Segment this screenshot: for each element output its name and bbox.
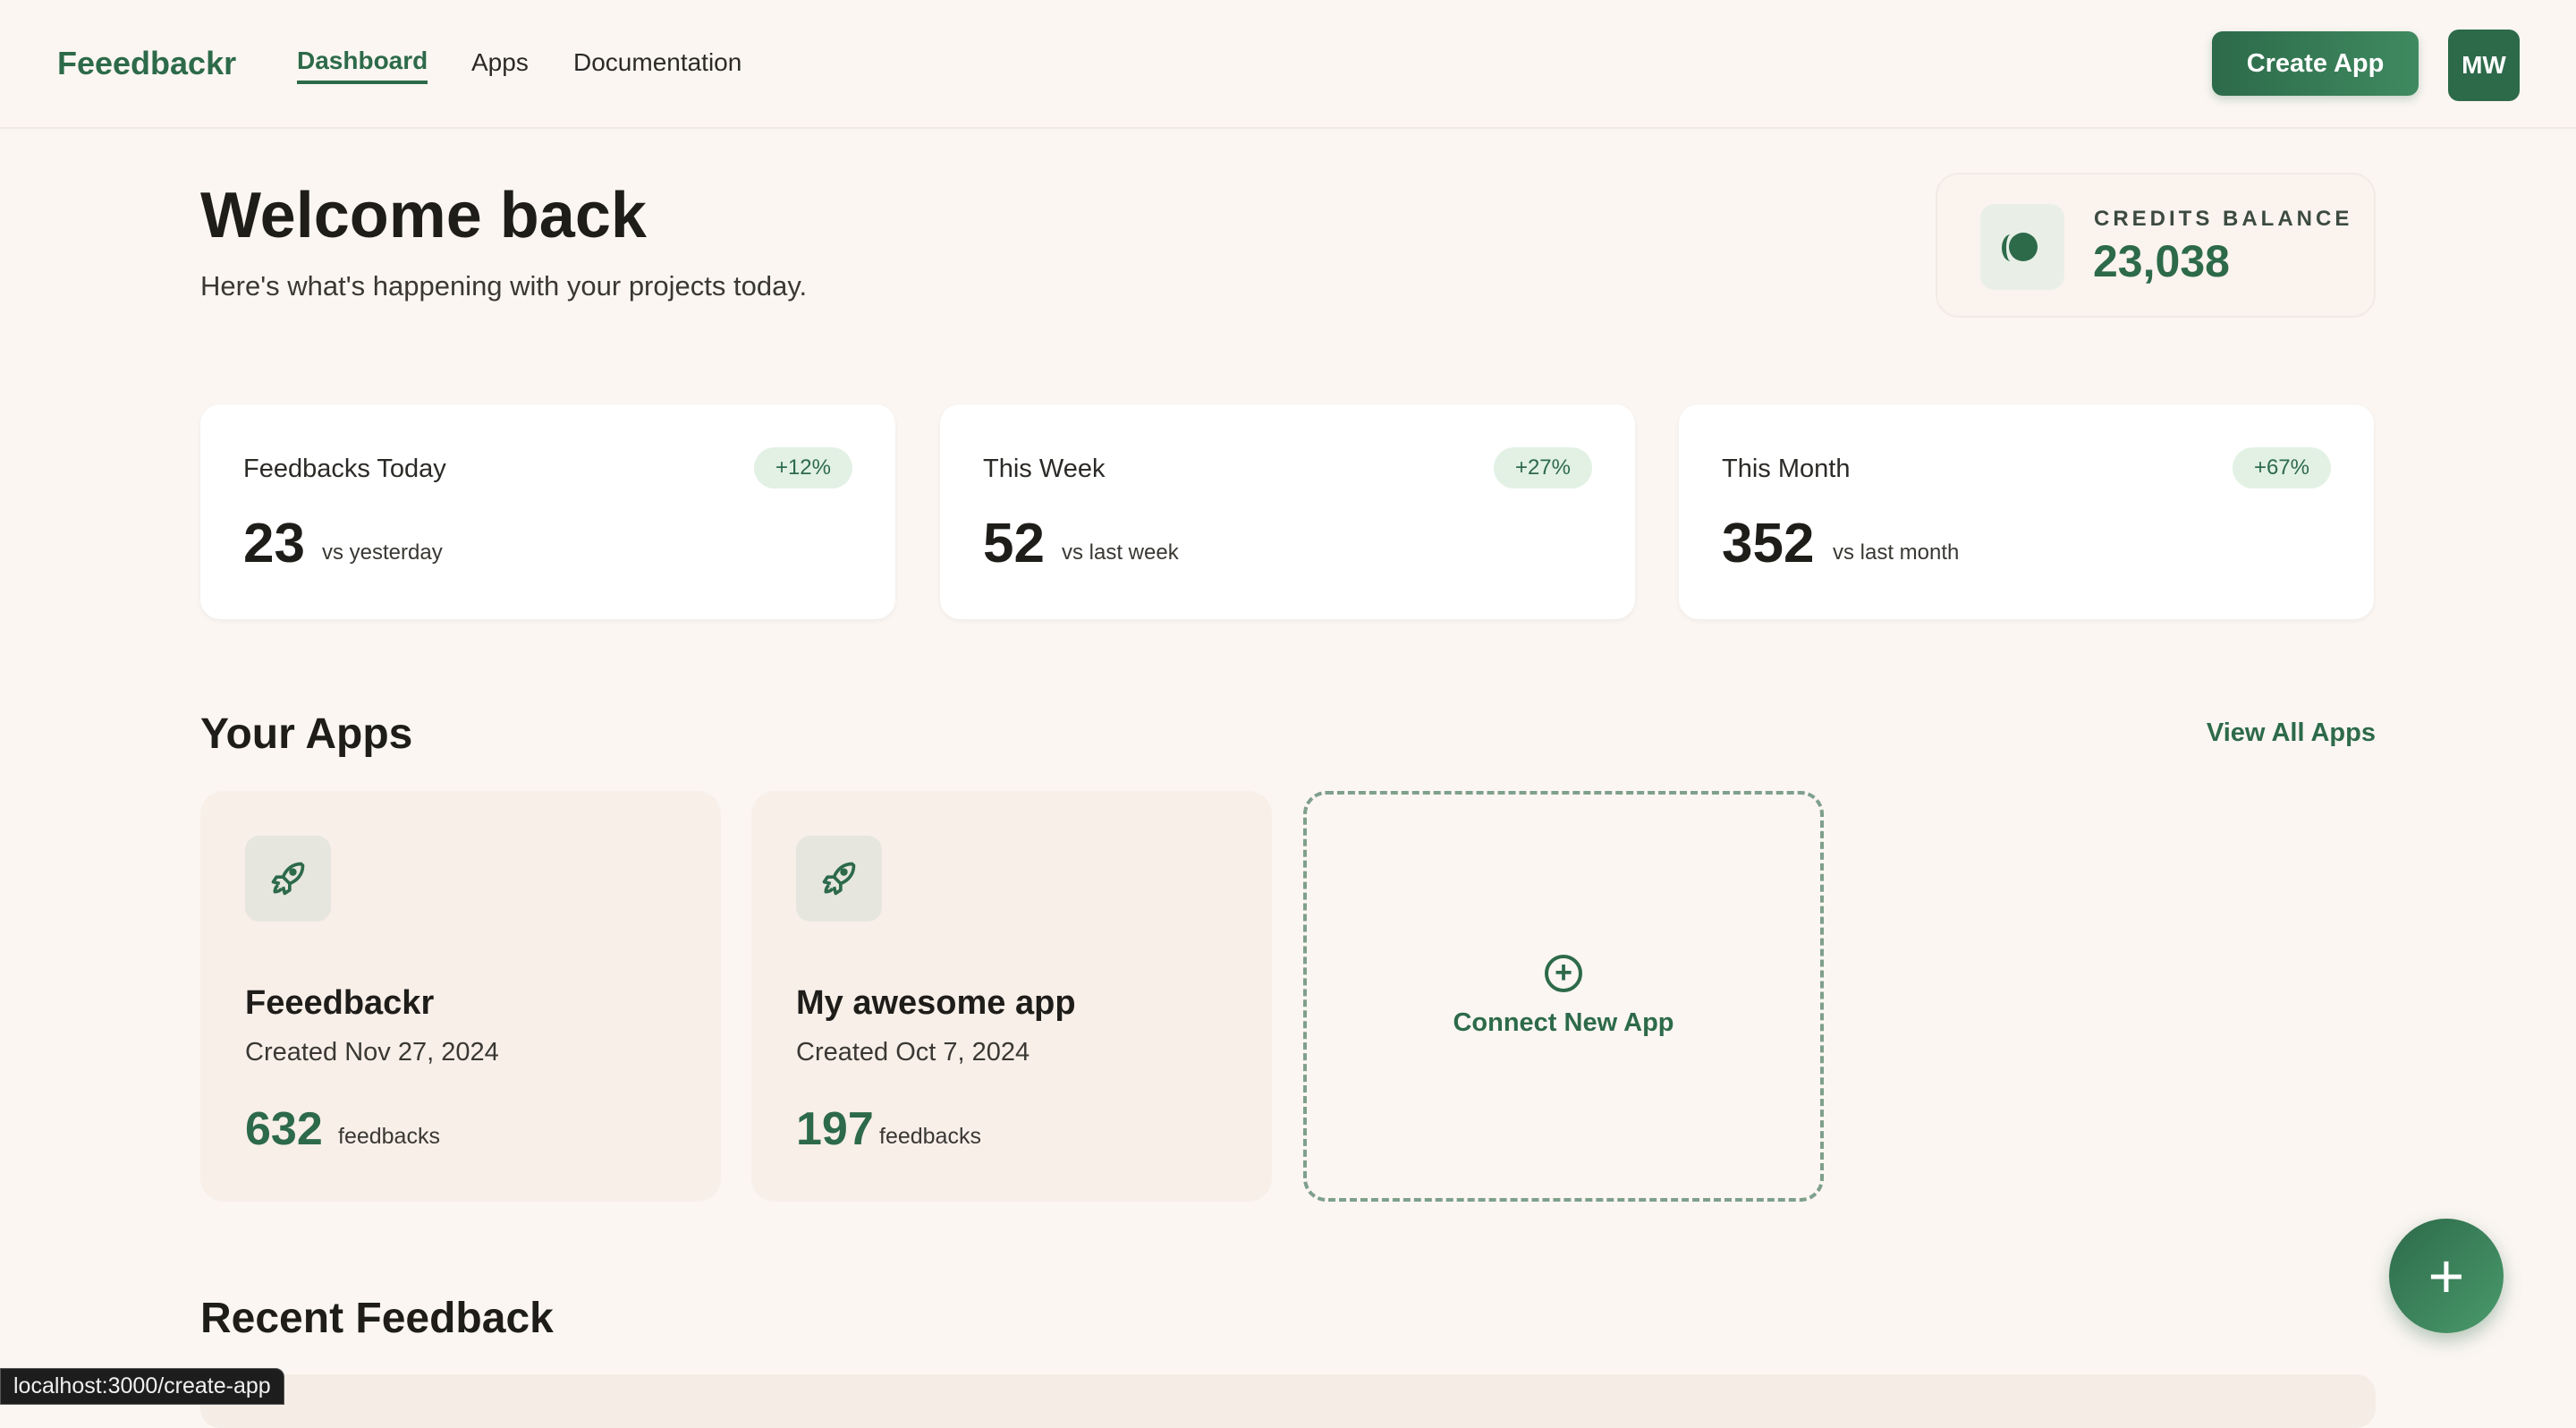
- page-subtitle: Here's what's happening with your projec…: [200, 270, 808, 302]
- stat-compare: vs last month: [1833, 540, 1960, 565]
- stat-card-month: This Month +67% 352 vs last month: [1679, 404, 2374, 619]
- app-card[interactable]: Feeedbackr Created Nov 27, 2024 632 feed…: [200, 791, 721, 1202]
- stat-label: Feedbacks Today: [243, 455, 446, 483]
- page-title: Welcome back: [200, 180, 647, 251]
- stat-compare: vs last week: [1062, 540, 1179, 565]
- create-app-button[interactable]: Create App: [2212, 31, 2419, 96]
- rocket-icon: [245, 836, 331, 922]
- connect-new-app-button[interactable]: + Connect New App: [1303, 791, 1824, 1202]
- credits-balance-card: CREDITS BALANCE 23,038: [1936, 173, 2376, 318]
- stat-compare: vs yesterday: [322, 540, 443, 565]
- floating-add-button[interactable]: +: [2389, 1219, 2504, 1333]
- plus-circle-icon: +: [1545, 955, 1582, 992]
- credits-value: 23,038: [2093, 236, 2230, 286]
- app-created: Created Oct 7, 2024: [796, 1038, 1030, 1067]
- your-apps-heading: Your Apps: [200, 710, 413, 758]
- app-name: Feeedbackr: [245, 984, 435, 1022]
- recent-feedback-heading: Recent Feedback: [200, 1295, 554, 1342]
- stat-badge: +27%: [1493, 447, 1592, 489]
- app-feedback-unit: feedbacks: [879, 1124, 981, 1149]
- stat-badge: +67%: [2232, 447, 2331, 489]
- view-all-apps-link[interactable]: View All Apps: [2206, 718, 2376, 747]
- stat-value: 52: [983, 513, 1045, 574]
- stat-value: 352: [1722, 513, 1815, 574]
- app-created: Created Nov 27, 2024: [245, 1038, 499, 1067]
- link-status-bar: localhost:3000/create-app: [0, 1368, 284, 1405]
- nav-documentation[interactable]: Documentation: [573, 48, 742, 76]
- connect-new-app-label: Connect New App: [1453, 1008, 1674, 1037]
- nav-apps[interactable]: Apps: [471, 48, 529, 76]
- rocket-icon: [796, 836, 882, 922]
- stat-value: 23: [243, 513, 305, 574]
- nav-dashboard[interactable]: Dashboard: [297, 47, 428, 84]
- stat-badge: +12%: [753, 447, 852, 489]
- avatar[interactable]: MW: [2448, 30, 2520, 101]
- credits-label: CREDITS BALANCE: [2094, 207, 2353, 231]
- stat-label: This Week: [983, 455, 1106, 483]
- logo[interactable]: Feeedbackr: [57, 45, 237, 81]
- top-nav: Feeedbackr Dashboard Apps Documentation …: [0, 0, 2576, 129]
- stat-label: This Month: [1722, 455, 1851, 483]
- stat-card-week: This Week +27% 52 vs last week: [940, 404, 1635, 619]
- recent-feedback-table: [200, 1374, 2376, 1428]
- app-feedback-count: 632: [245, 1103, 323, 1155]
- app-card[interactable]: My awesome app Created Oct 7, 2024 197 f…: [751, 791, 1272, 1202]
- app-feedback-count: 197: [796, 1103, 874, 1155]
- stat-card-today: Feedbacks Today +12% 23 vs yesterday: [200, 404, 895, 619]
- app-feedback-unit: feedbacks: [338, 1124, 440, 1149]
- app-name: My awesome app: [796, 984, 1076, 1022]
- coins-icon: [1980, 204, 2064, 290]
